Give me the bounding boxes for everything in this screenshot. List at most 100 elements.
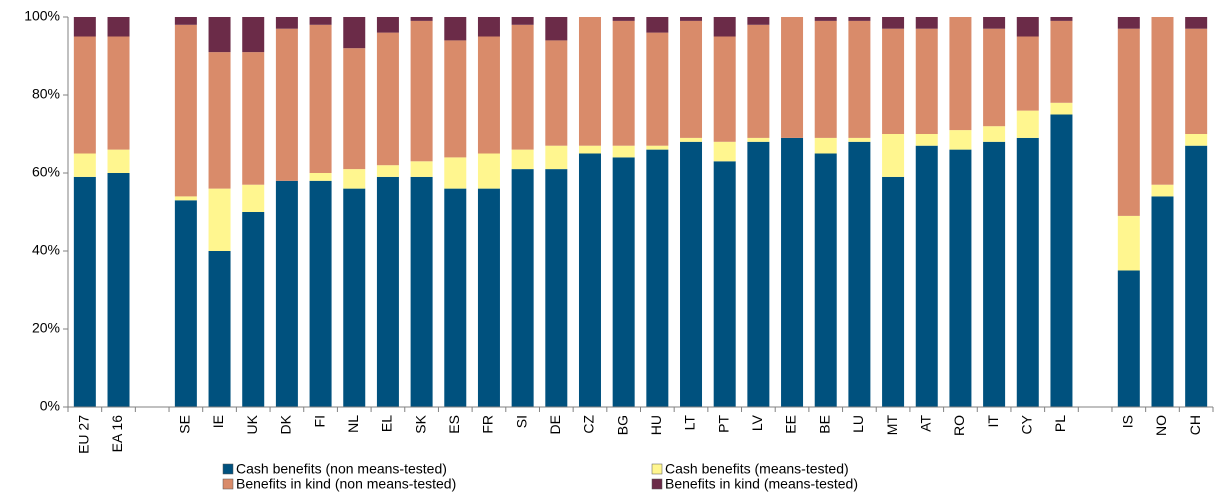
bar-segment	[680, 137, 703, 142]
bar-segment	[814, 20, 837, 138]
bar-segment	[680, 20, 703, 138]
x-tick-label: DK	[278, 414, 294, 434]
x-tick-label: SE	[177, 415, 193, 434]
bar-segment	[208, 188, 231, 251]
bar-segment	[1016, 17, 1039, 37]
x-tick-label: LV	[749, 414, 765, 431]
legend-label: Cash benefits (non means-tested)	[236, 461, 447, 477]
x-tick-label: NO	[1153, 415, 1169, 436]
x-tick-label: RO	[951, 415, 967, 436]
bar-segment	[646, 149, 669, 407]
bar-segment	[747, 137, 770, 142]
bar-segment	[242, 52, 265, 185]
bar-segment	[781, 17, 804, 138]
bar-segment	[983, 28, 1006, 127]
bar-segment	[882, 176, 905, 407]
bar-segment	[1016, 137, 1039, 407]
bar-segment	[242, 184, 265, 212]
x-tick-label: LU	[850, 415, 866, 433]
bar-segment	[915, 134, 938, 146]
bar-segment	[73, 153, 96, 177]
x-tick-label: IT	[985, 415, 1001, 428]
bar-segment	[1050, 20, 1073, 103]
bar-segment	[208, 52, 231, 189]
bar-segment	[444, 40, 467, 158]
bar-segment	[174, 17, 197, 25]
bar-segment	[477, 36, 500, 154]
bar-segment	[511, 149, 534, 170]
bar-segment	[545, 169, 568, 407]
bar-segment	[578, 145, 601, 154]
bar-segment	[983, 17, 1006, 29]
bar-segment	[73, 176, 96, 407]
bar-segment	[275, 180, 298, 407]
y-tick-label: 60%	[32, 164, 60, 180]
bar-segment	[242, 212, 265, 407]
bar-segment	[376, 165, 399, 177]
bar-segment	[848, 17, 871, 21]
bar-segment	[208, 17, 231, 53]
bar-segment	[1117, 28, 1140, 216]
bar-segment	[713, 36, 736, 142]
x-tick-label: EA 16	[109, 415, 125, 453]
bar-segment	[612, 17, 635, 21]
bar-segment	[1117, 215, 1140, 271]
x-tick-label: CZ	[581, 415, 597, 434]
y-tick-label: 40%	[32, 242, 60, 258]
x-tick-label: MT	[884, 415, 900, 436]
bar-segment	[545, 17, 568, 41]
bar-segment	[1151, 184, 1174, 197]
bar-segment	[915, 28, 938, 135]
x-tick-label: EL	[379, 415, 395, 432]
x-tick-label: BE	[816, 415, 832, 434]
bar-segment	[882, 17, 905, 29]
x-tick-label: SK	[412, 414, 428, 433]
legend-label: Cash benefits (means-tested)	[665, 461, 849, 477]
bar-segment	[578, 17, 601, 146]
bar-segment	[646, 145, 669, 150]
bar-segment	[848, 137, 871, 142]
bar-segment	[107, 17, 130, 37]
x-tick-label: SI	[513, 415, 529, 428]
x-tick-label: AT	[917, 415, 933, 432]
bar-segment	[343, 17, 366, 49]
bar-segment	[949, 17, 972, 131]
bar-segment	[680, 141, 703, 408]
bar-segment	[511, 17, 534, 25]
bar-segment	[983, 141, 1006, 408]
x-tick-label: LT	[682, 415, 698, 431]
bar-segment	[1117, 17, 1140, 29]
bar-segment	[814, 137, 837, 154]
legend-label: Benefits in kind (means-tested)	[665, 476, 858, 492]
bar-segment	[376, 17, 399, 33]
x-tick-label: CY	[1018, 414, 1034, 434]
bar-segment	[545, 145, 568, 170]
bar-segment	[410, 161, 433, 177]
bar-segment	[781, 137, 804, 407]
bar-segment	[915, 145, 938, 407]
bar-segment	[242, 17, 265, 53]
bar-segment	[882, 28, 905, 135]
bar-segment	[848, 141, 871, 408]
bar-segment	[1185, 17, 1208, 29]
x-tick-label: NL	[345, 415, 361, 433]
bar-segment	[713, 17, 736, 37]
bar-segment	[848, 20, 871, 138]
bar-segment	[882, 134, 905, 177]
legend-label: Benefits in kind (non means-tested)	[236, 476, 456, 492]
x-tick-label: EU 27	[76, 415, 92, 454]
bar-segment	[1016, 36, 1039, 111]
x-tick-label: FR	[480, 415, 496, 434]
bar-segment	[174, 24, 197, 197]
bar-segment	[1185, 28, 1208, 135]
x-tick-label: CH	[1187, 415, 1203, 435]
x-tick-label: IS	[1120, 415, 1136, 428]
bar-segment	[578, 153, 601, 407]
bar-segment	[309, 173, 332, 181]
bar-segment	[814, 153, 837, 407]
x-tick-label: HU	[648, 415, 664, 435]
bar-segment	[444, 188, 467, 407]
bar-segment	[343, 169, 366, 189]
bar-segment	[208, 251, 231, 407]
